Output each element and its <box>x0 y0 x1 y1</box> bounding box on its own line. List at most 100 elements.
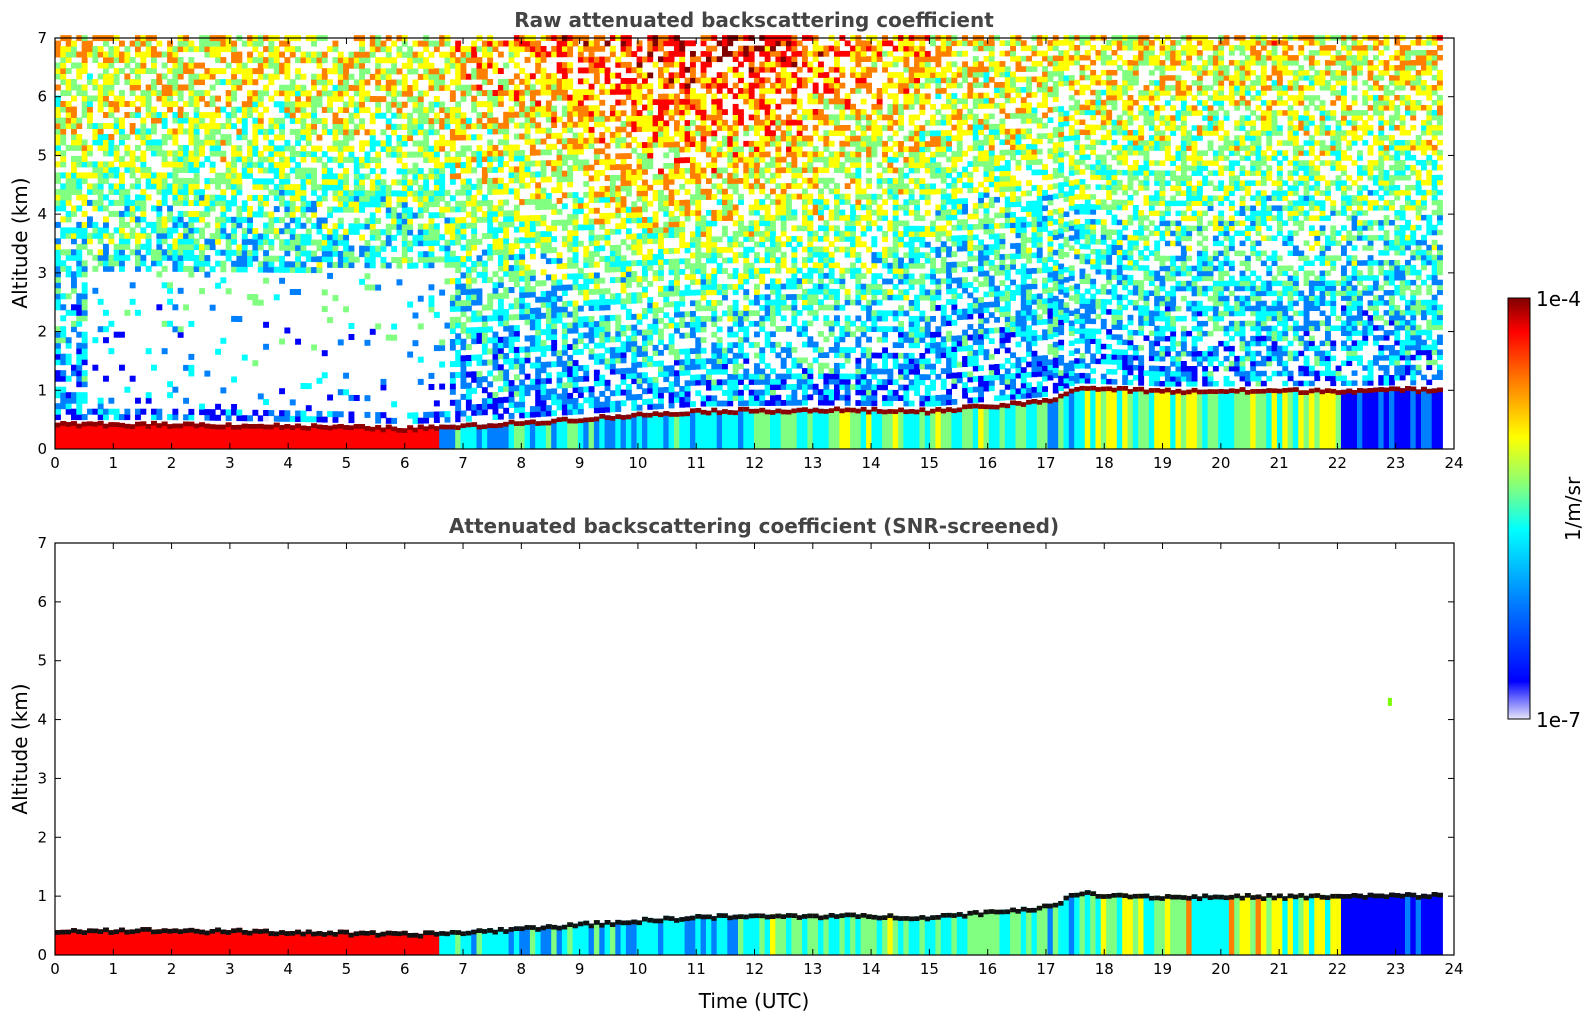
noise-cell <box>647 254 654 261</box>
noise-cell <box>247 145 253 152</box>
noise-cell <box>588 391 595 398</box>
noise-cell <box>236 106 243 113</box>
noise-cell <box>465 46 472 53</box>
noise-cell <box>567 365 574 372</box>
noise-cell <box>690 135 696 142</box>
noise-cell <box>375 151 382 158</box>
noise-cell <box>188 238 195 245</box>
noise-cell <box>695 172 702 179</box>
noise-cell <box>428 245 435 252</box>
noise-cell <box>572 240 579 247</box>
noise-cell <box>716 215 723 221</box>
noise-cell <box>647 142 654 148</box>
noise-cell <box>615 389 622 396</box>
noise-cell <box>738 326 744 333</box>
noise-cell <box>700 114 707 121</box>
noise-cell <box>631 83 638 90</box>
noise-cell <box>209 194 216 201</box>
noise-cell <box>625 153 632 159</box>
noise-cell <box>439 190 446 196</box>
noise-cell <box>572 154 579 161</box>
noise-cell <box>615 314 622 321</box>
noise-cell <box>396 107 403 114</box>
noise-cell <box>561 73 568 79</box>
noise-cell <box>76 62 83 69</box>
noise-cell <box>663 109 670 116</box>
noise-cell <box>311 145 317 152</box>
noise-cell <box>423 411 430 418</box>
noise-cell <box>167 254 173 261</box>
noise-cell <box>129 161 136 168</box>
noise-cell <box>556 355 563 362</box>
noise-cell <box>364 140 371 147</box>
noise-cell <box>65 46 72 53</box>
noise-cell <box>257 393 264 400</box>
noise-cell <box>647 297 654 303</box>
noise-cell <box>193 112 200 118</box>
noise-cell <box>545 133 552 139</box>
noise-cell <box>658 195 664 201</box>
noise-cell <box>375 245 382 252</box>
noise-cell <box>535 242 542 249</box>
noise-cell <box>631 367 638 374</box>
noise-cell <box>492 216 499 223</box>
noise-cell <box>103 112 109 118</box>
noise-cell <box>551 225 558 232</box>
noise-cell <box>215 123 221 130</box>
noise-cell <box>396 46 403 53</box>
noise-cell <box>76 188 83 195</box>
noise-cell <box>513 237 520 244</box>
noise-cell <box>257 123 264 130</box>
noise-cell <box>561 89 568 96</box>
noise-cell <box>572 408 579 415</box>
noise-cell <box>503 84 510 91</box>
noise-cell <box>519 384 526 391</box>
noise-cell <box>700 294 707 301</box>
noise-cell <box>583 110 590 117</box>
noise-cell <box>455 355 462 362</box>
noise-cell <box>465 178 472 185</box>
noise-cell <box>615 56 622 63</box>
noise-cell <box>412 240 419 247</box>
noise-cell <box>700 98 707 105</box>
noise-cell <box>593 234 600 241</box>
noise-cell <box>433 184 440 191</box>
noise-cell <box>642 195 648 202</box>
noise-cell <box>119 243 125 250</box>
noise-cell <box>380 179 387 186</box>
noise-cell <box>247 172 253 179</box>
noise-cell <box>524 155 531 162</box>
noise-cell <box>743 252 750 258</box>
noise-cell <box>76 397 83 404</box>
noise-cell <box>300 106 307 113</box>
noise-cell <box>428 79 435 86</box>
noise-cell <box>620 255 627 262</box>
noise-cell <box>561 360 568 367</box>
noise-cell <box>103 326 109 333</box>
noise-cell <box>423 179 430 186</box>
noise-cell <box>81 227 88 234</box>
noise-cell <box>529 176 536 183</box>
noise-cell <box>711 172 718 179</box>
noise-cell <box>455 68 462 75</box>
noise-cell <box>481 194 488 201</box>
noise-cell <box>252 57 259 64</box>
noise-cell <box>55 188 61 195</box>
noise-cell <box>97 73 104 80</box>
noise-cell <box>588 218 595 225</box>
noise-cell <box>268 222 275 229</box>
noise-cell <box>401 251 408 258</box>
noise-cell <box>295 167 301 174</box>
noise-cell <box>247 294 253 300</box>
noise-cell <box>567 176 574 182</box>
noise-cell <box>738 146 744 153</box>
noise-cell <box>695 93 702 100</box>
noise-cell <box>135 68 141 74</box>
noise-cell <box>748 220 755 227</box>
noise-cell <box>652 376 659 383</box>
noise-cell <box>124 221 131 228</box>
noise-cell <box>268 217 275 224</box>
noise-cell <box>754 289 760 295</box>
noise-cell <box>231 266 237 273</box>
noise-cell <box>732 146 739 153</box>
